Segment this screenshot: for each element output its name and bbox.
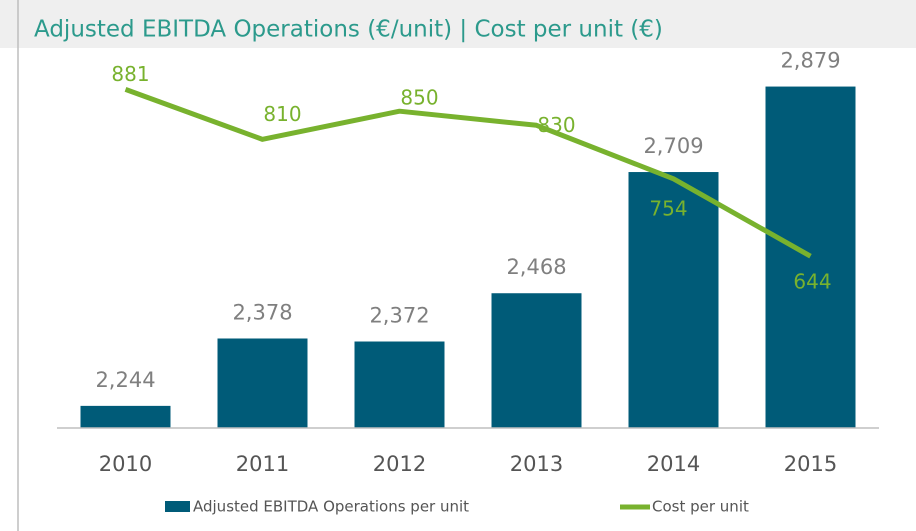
- chart-title: Adjusted EBITDA Operations (€/unit) | Co…: [34, 17, 663, 43]
- title-band: [0, 0, 916, 48]
- bar: [217, 338, 308, 428]
- line-value-label: 830: [537, 113, 575, 137]
- bar: [491, 293, 582, 428]
- bar-value-label: 2,709: [643, 134, 703, 158]
- bar-value-label: 2,378: [232, 300, 292, 324]
- legend-label: Adjusted EBITDA Operations per unit: [193, 498, 469, 516]
- line-value-label: 754: [649, 196, 687, 220]
- bar: [354, 341, 445, 428]
- bar: [80, 405, 171, 428]
- legend-swatch: [165, 501, 190, 512]
- x-tick-label: 2015: [784, 452, 837, 476]
- x-tick-label: 2010: [99, 452, 152, 476]
- x-tick-label: 2011: [236, 452, 289, 476]
- bar-value-label: 2,879: [780, 49, 840, 73]
- bar: [765, 86, 856, 428]
- line-value-label: 644: [793, 270, 831, 294]
- x-tick-label: 2013: [510, 452, 563, 476]
- x-tick-label: 2014: [647, 452, 700, 476]
- bar-value-label: 2,468: [506, 255, 566, 279]
- line-series: [124, 87, 812, 259]
- line-value-label: 881: [111, 62, 149, 86]
- legend-label: Cost per unit: [652, 498, 749, 516]
- bar: [628, 172, 719, 428]
- line-value-label: 810: [263, 102, 301, 126]
- bar-value-label: 2,372: [369, 304, 429, 328]
- bar-value-label: 2,244: [95, 368, 155, 392]
- x-tick-label: 2012: [373, 452, 426, 476]
- line-value-label: 850: [400, 86, 438, 110]
